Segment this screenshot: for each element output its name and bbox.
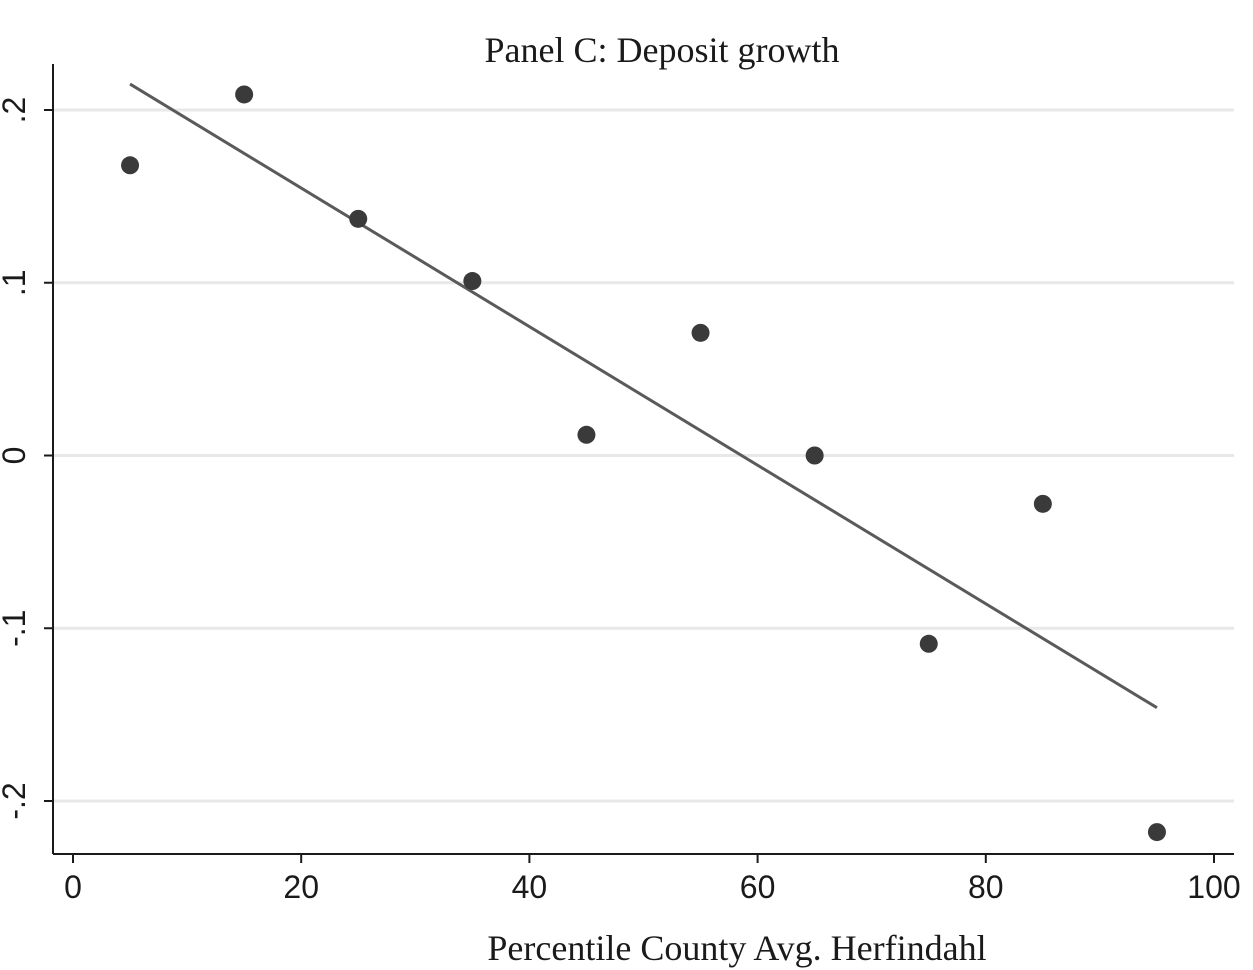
- x-tick-label: 0: [64, 869, 82, 905]
- x-tick-label: 100: [1187, 869, 1240, 905]
- data-point: [577, 425, 596, 444]
- data-point: [919, 634, 938, 653]
- axes: -.2 -.1 0 .1 .2 0 20 40 60 80 100: [0, 64, 1241, 905]
- data-point: [1033, 494, 1052, 513]
- chart-title: Panel C: Deposit growth: [485, 30, 840, 70]
- data-point: [121, 156, 140, 175]
- x-tick-label: 60: [740, 869, 776, 905]
- x-tick-label: 40: [512, 869, 548, 905]
- fitted-line: [129, 82, 1158, 709]
- x-tick-label: 20: [283, 869, 319, 905]
- y-tick-label: 0: [0, 447, 32, 465]
- data-point: [1147, 823, 1166, 842]
- fit-line-layer: [129, 82, 1158, 709]
- y-tick-label: -.1: [0, 610, 32, 647]
- y-tick-label: -.2: [0, 782, 32, 819]
- y-tick-label: .1: [0, 269, 32, 296]
- data-point: [463, 272, 482, 291]
- y-tick-label: .2: [0, 97, 32, 124]
- x-axis-label: Percentile County Avg. Herfindahl: [487, 928, 986, 968]
- data-point: [805, 446, 824, 465]
- data-point: [349, 209, 368, 228]
- points-layer: [121, 85, 1166, 842]
- data-point: [235, 85, 254, 104]
- grid-lines: [53, 108, 1234, 803]
- x-tick-label: 80: [968, 869, 1004, 905]
- data-point: [691, 323, 710, 342]
